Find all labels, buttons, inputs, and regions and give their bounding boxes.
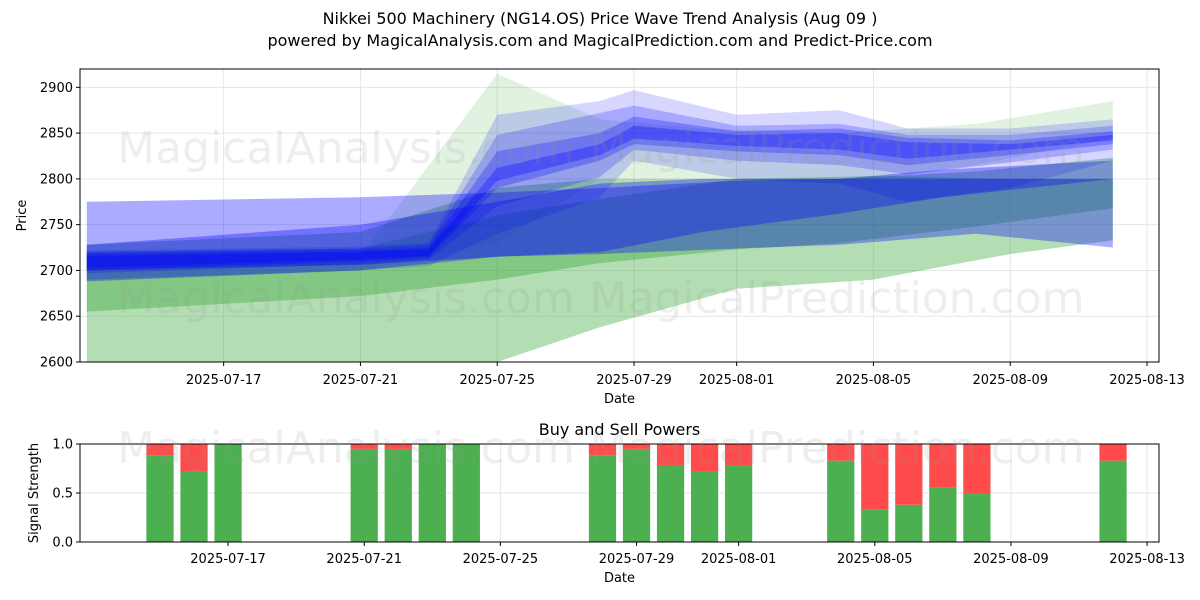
price-ytick-label: 2600 (40, 356, 73, 371)
price-grid (80, 69, 1159, 363)
buy-bar (690, 471, 719, 542)
buy-bar (214, 444, 242, 542)
sell-bar (1099, 444, 1127, 461)
signal-xtick-label: 2025-08-13 (1109, 552, 1185, 567)
price-xtick-label: 2025-07-29 (596, 373, 672, 388)
price-ytick-label: 2750 (40, 218, 73, 233)
sell-bar (861, 444, 889, 510)
buy-bar (1099, 460, 1127, 542)
sell-bar (827, 444, 855, 461)
sell-bar (350, 444, 378, 449)
price-xtick-label: 2025-08-09 (972, 373, 1048, 388)
watermark-magical-prediction: MagicalPrediction.com (590, 273, 1085, 324)
sell-bar (963, 444, 991, 493)
price-xtick-label: 2025-08-01 (699, 373, 775, 388)
blue-band-6 (86, 105, 1113, 274)
price-xtick-label: 2025-08-05 (836, 373, 912, 388)
chart-title-line-2: powered by MagicalAnalysis.com and Magic… (267, 31, 933, 50)
buy-bar (146, 455, 174, 542)
watermark-magical-analysis: MagicalAnalysis.com (117, 123, 575, 174)
watermark-magical-prediction: MagicalPrediction.com (590, 123, 1085, 174)
watermark-layer: MagicalAnalysis.com MagicalPrediction.com… (117, 123, 1084, 474)
price-xtick-label: 2025-07-21 (323, 373, 399, 388)
buy-bar (656, 465, 685, 542)
buy-bar (895, 504, 923, 542)
chart-title-line-1: Nikkei 500 Machinery (NG14.OS) Price Wav… (322, 9, 878, 28)
price-xtick-label: 2025-07-17 (186, 373, 262, 388)
green-band-0 (86, 157, 1113, 312)
signal-ytick-label: 0.5 (52, 487, 73, 502)
price-bands (86, 73, 1113, 362)
price-yaxis-title: Price (15, 200, 30, 232)
price-ytick-label: 2800 (40, 172, 73, 187)
chart-title: Nikkei 500 Machinery (NG14.OS) Price Wav… (0, 8, 1200, 52)
sell-bar (656, 444, 685, 466)
signal-plot-title: Buy and Sell Powers (539, 420, 701, 439)
signal-xtick-label: 2025-07-17 (190, 552, 266, 567)
buy-bar (452, 444, 480, 542)
signal-xtick-label: 2025-08-01 (701, 552, 777, 567)
price-xaxis-title: Date (604, 392, 635, 407)
watermark-magical-prediction: MagicalPrediction.com (590, 423, 1085, 474)
buy-bar (350, 448, 378, 542)
sell-bar (895, 444, 923, 505)
signal-xtick-label: 2025-07-29 (599, 552, 675, 567)
blue-band-3 (86, 178, 1113, 271)
price-ytick-label: 2700 (40, 264, 73, 279)
price-plot-frame (79, 68, 1160, 363)
signal-ytick-label: 1.0 (52, 438, 73, 453)
buy-bar (827, 460, 855, 542)
blue-band-7 (86, 116, 1113, 271)
buy-bar (180, 471, 208, 542)
signal-xtick-label: 2025-07-25 (463, 552, 539, 567)
buy-bar (418, 444, 446, 542)
signal-xtick-label: 2025-08-05 (837, 552, 913, 567)
sell-bar (588, 444, 617, 456)
green-band-2 (86, 73, 1113, 280)
buy-bar (622, 448, 651, 542)
price-ytick-label: 2850 (40, 127, 73, 142)
blue-band-5 (86, 90, 1113, 280)
price-plot: 2600 2650 2700 2750 2800 2850 2900 2025-07-17 20… (15, 68, 1185, 407)
sell-bar (929, 444, 957, 488)
price-xtick-label: 2025-08-13 (1109, 373, 1185, 388)
buy-bar (725, 465, 753, 542)
watermark-magical-analysis: MagicalAnalysis.com (117, 423, 575, 474)
buy-bar (963, 493, 991, 542)
sell-bar (690, 444, 719, 472)
signal-bars (146, 444, 1127, 542)
blue-band-4 (86, 160, 1113, 282)
signal-plot: 0.0 0.5 1.0 2025-07-17 2025-07-21 2025-07-25 2… (27, 420, 1185, 586)
signal-xaxis-title: Date (604, 571, 635, 586)
watermark-magical-analysis: MagicalAnalysis.com (117, 273, 575, 324)
signal-xtick-label: 2025-07-21 (326, 552, 402, 567)
buy-bar (861, 509, 889, 542)
signal-ytick-label: 0.0 (52, 536, 73, 551)
sell-bar (180, 444, 208, 472)
signal-xtick-label: 2025-08-09 (973, 552, 1049, 567)
buy-bar (588, 455, 617, 542)
buy-bar (929, 487, 957, 542)
buy-bar (384, 448, 412, 542)
sell-bar (384, 444, 412, 449)
price-ytick-label: 2650 (40, 310, 73, 325)
sell-bar (725, 444, 753, 466)
green-band-1 (86, 176, 1113, 362)
signal-yaxis-title: Signal Strength (27, 443, 42, 543)
price-ytick-label: 2900 (40, 81, 73, 96)
price-xtick-label: 2025-07-25 (459, 373, 535, 388)
sell-bar (622, 444, 651, 449)
sell-bar (146, 444, 174, 456)
blue-band-8 (86, 125, 1113, 268)
